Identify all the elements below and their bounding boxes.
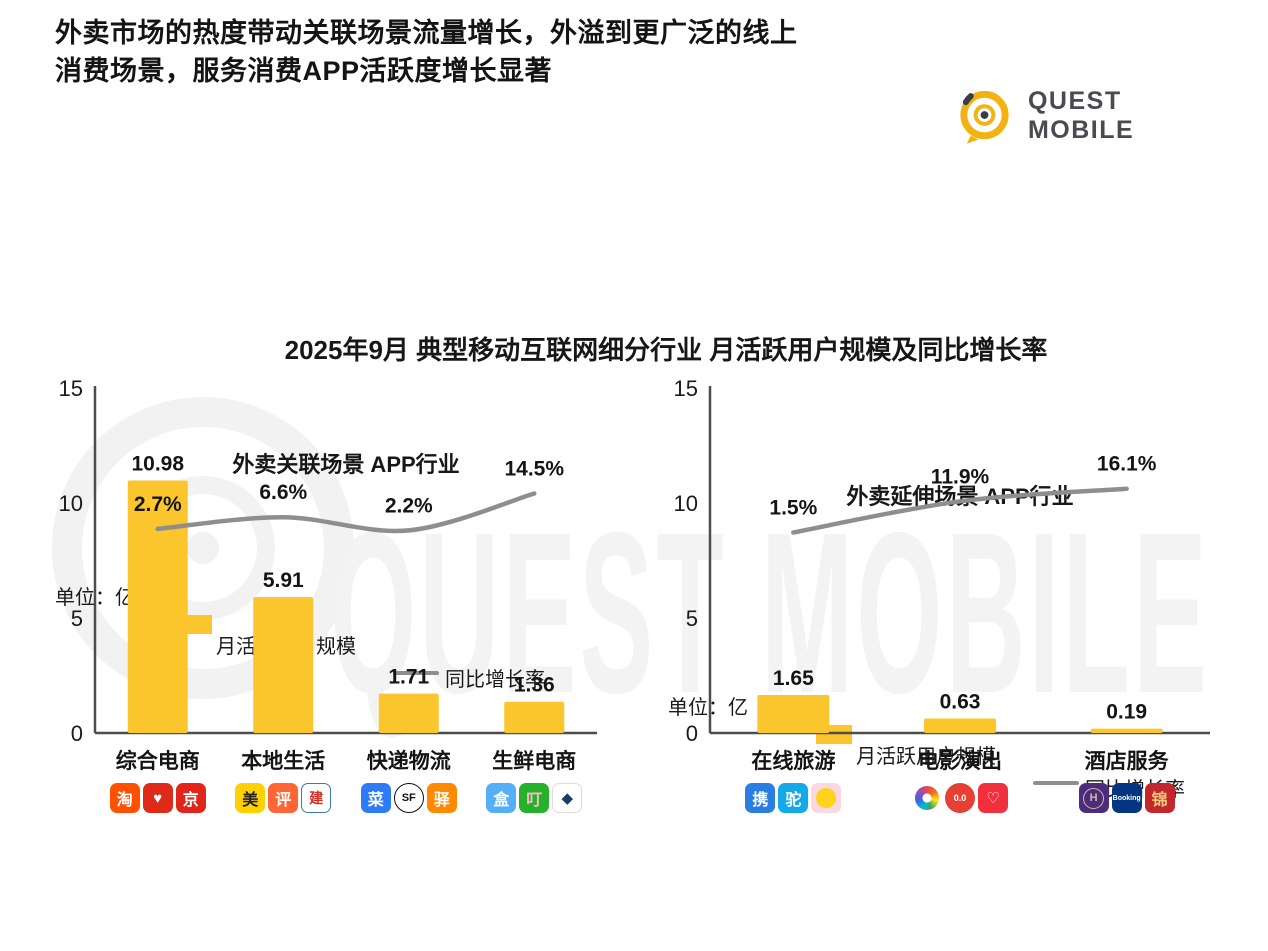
category-label: 电影演出 — [918, 749, 1002, 773]
y-axis-tick-label: 0 — [686, 721, 698, 746]
right-legend-line-swatch — [1033, 781, 1079, 785]
y-axis-tick-label: 5 — [686, 606, 698, 631]
bar-电影演出 — [924, 718, 996, 733]
brand-logo: QUEST MOBILE — [953, 82, 1233, 150]
category-label: 本地生活 — [241, 749, 325, 773]
sf-express-icon: SF — [393, 783, 424, 813]
chart-main-title: 2025年9月 典型移动互联网细分行业 月活跃用户规模及同比增长率 — [284, 335, 1048, 365]
category-label: 综合电商 — [116, 749, 200, 773]
cainiao-icon: 菜 — [360, 783, 391, 813]
app-icon-group-酒店服务: H Booking 锦 — [1078, 781, 1175, 815]
damai-pinwheel-icon — [912, 783, 942, 813]
bar-在线旅游 — [757, 695, 830, 733]
category-label: 生鲜电商 — [492, 749, 576, 773]
category-label: 快递物流 — [367, 749, 451, 773]
ccb-life-icon: 建 — [301, 783, 332, 813]
growth-value-label: 6.6% — [259, 481, 307, 504]
bar-生鲜电商 — [504, 701, 565, 733]
bar-value-label: 0.19 — [1106, 701, 1147, 724]
bar-本地生活 — [253, 597, 314, 733]
bar-value-label: 1.71 — [388, 666, 429, 689]
page-title-line2: 消费场景，服务消费APP活跃度增长显著 — [55, 56, 553, 86]
right-unit-label: 单位：亿 — [668, 697, 748, 719]
left-chart-subtitle: 外卖关联场景 APP行业 — [232, 452, 460, 477]
app-icon-group-本地生活: 美评建 — [235, 781, 332, 815]
left-legend-line-label: 同比增长率 — [445, 669, 545, 691]
growth-value-label: 16.1% — [1097, 453, 1157, 476]
watermark-dot — [187, 532, 219, 564]
growth-value-label: 11.9% — [931, 465, 990, 488]
dianping-icon: 评 — [268, 783, 299, 813]
sams-club-icon: ◆ — [552, 783, 583, 813]
booking-icon: Booking — [1111, 783, 1142, 813]
app-icon-group-电影演出: 0.0 ♡ — [912, 781, 1008, 815]
hema-icon: 盒 — [486, 783, 517, 813]
category-label: 酒店服务 — [1085, 749, 1170, 773]
hotel-app-icon-3: 锦 — [1144, 783, 1175, 813]
app-icon-group-在线旅游: 携驼 — [745, 781, 842, 815]
growth-line — [791, 486, 1129, 535]
qunar-icon: 驼 — [778, 783, 809, 813]
growth-value-label: 2.2% — [385, 494, 433, 517]
growth-value-label: 1.5% — [769, 497, 817, 520]
y-axis-tick-label: 0 — [71, 721, 83, 746]
taopiaopiao-icon: ♡ — [978, 783, 1008, 813]
page-title-line1: 外卖市场的热度带动关联场景流量增长，外溢到更广泛的线上 — [55, 18, 798, 48]
y-axis-tick-label: 10 — [674, 491, 698, 516]
growth-value-label: 2.7% — [134, 493, 182, 516]
bar-酒店服务 — [1090, 728, 1163, 733]
questmobile-logo-icon — [960, 90, 1009, 144]
ctrip-icon: 携 — [745, 783, 776, 813]
bar-value-label: 1.36 — [514, 674, 555, 697]
brand-name: QUEST MOBILE — [1027, 87, 1135, 144]
page-title: 外卖市场的热度带动关联场景流量增长，外溢到更广泛的线上 消费场景，服务消费APP… — [55, 14, 955, 90]
bar-value-label: 5.91 — [263, 569, 304, 592]
dingdong-maicai-icon: 叮 — [519, 783, 550, 813]
pinduoduo-icon: ♥ — [142, 783, 173, 813]
bar-value-label: 1.65 — [773, 667, 814, 690]
bar-快递物流 — [378, 693, 439, 733]
bar-value-label: 10.98 — [131, 452, 184, 475]
watermark-circle-outer — [52, 397, 354, 699]
app-icon-group-快递物流: 菜 SF 驿 — [360, 781, 457, 815]
jd-icon: 京 — [175, 783, 206, 813]
taobao-icon: 淘 — [109, 783, 140, 813]
growth-value-label: 14.5% — [504, 458, 564, 481]
y-axis-tick-label: 5 — [71, 606, 83, 631]
meituan-icon: 美 — [235, 783, 266, 813]
y-axis-tick-label: 10 — [59, 491, 83, 516]
maoyan-icon: 0.0 — [945, 783, 975, 813]
y-axis-tick-label: 15 — [59, 376, 83, 401]
category-label: 在线旅游 — [751, 749, 835, 773]
app-icon-group-综合电商: 淘 ♥ 京 — [109, 781, 206, 815]
growth-line — [155, 491, 537, 534]
express-station-icon: 驿 — [426, 783, 457, 813]
app-icon-group-生鲜电商: 盒叮 ◆ — [486, 781, 583, 815]
right-legend-bar-label: 月活跃用户规模 — [856, 746, 996, 768]
left-legend-line-swatch — [393, 671, 439, 675]
bar-value-label: 0.63 — [940, 691, 981, 714]
huazhu-icon: H — [1078, 783, 1109, 813]
y-axis-tick-label: 15 — [674, 376, 698, 401]
travel-app-icon-3 — [811, 783, 842, 813]
bar-综合电商 — [127, 480, 188, 733]
